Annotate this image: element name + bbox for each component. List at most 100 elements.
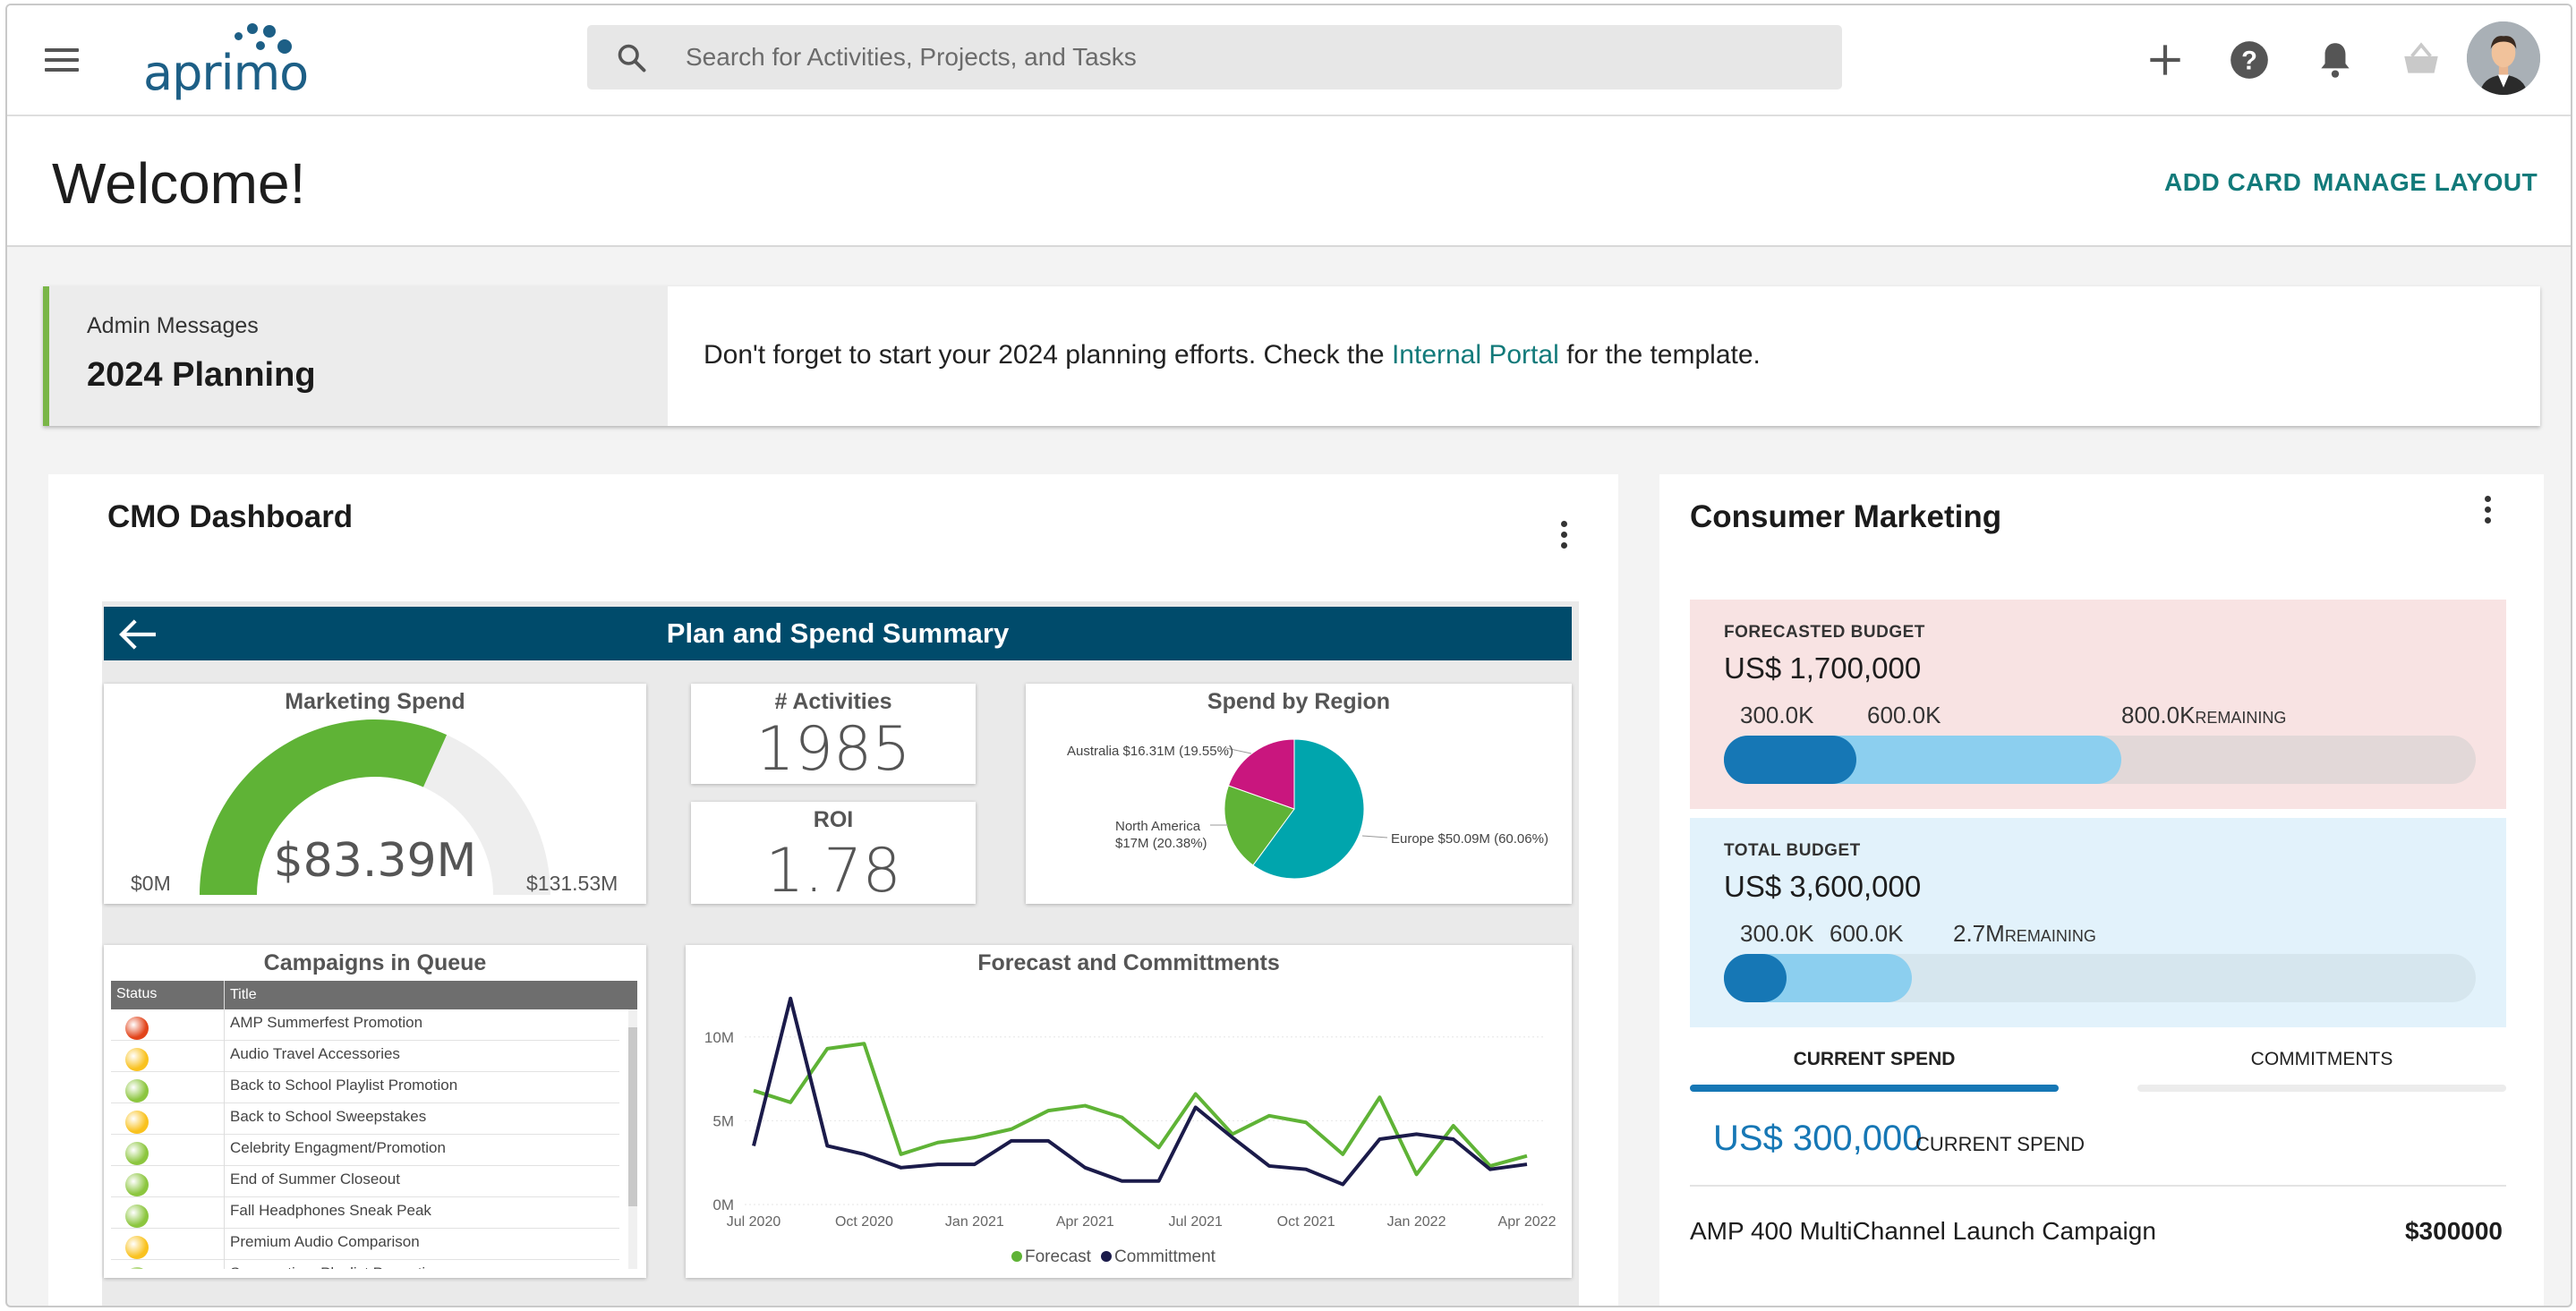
marketing-spend-tile[interactable]: Marketing Spend $83.39M $0M $131.53M (104, 684, 646, 904)
total-mark-3: 2.7MREMAINING (1953, 920, 2096, 948)
forecasted-budget-label: FORECASTED BUDGET (1724, 623, 1925, 642)
help-icon[interactable]: ? (2227, 38, 2272, 82)
status-yellow-icon (125, 1111, 149, 1134)
marketing-spend-value: $83.39M (273, 834, 477, 888)
search-input[interactable] (686, 38, 1804, 77)
table-row[interactable]: Audio Travel Accessories (111, 1041, 619, 1072)
y-tick-label: 5M (712, 1112, 734, 1129)
pie-label-na-line1: North America (1115, 819, 1201, 834)
top-bar: aprimo ? (7, 5, 2571, 116)
line-chart: 0M 5M 10M Jul 2020 Oct 2020 Jan 2021 Apr 2021 J… (704, 996, 1557, 1266)
campaign-title: Back to School Sweepstakes (224, 1103, 426, 1135)
status-green-icon (125, 1173, 149, 1196)
tab-indicator (2137, 1085, 2506, 1092)
table-row[interactable]: Back to School Playlist Promotion (111, 1072, 619, 1103)
table-row[interactable]: Fall Headphones Sneak Peak (111, 1197, 619, 1229)
pie-slice-europe[interactable] (1252, 738, 1365, 880)
table-row[interactable]: Summertime Playlist Promotion (111, 1260, 619, 1269)
total-current-bar (1724, 954, 1787, 1002)
logo-dot (256, 41, 265, 50)
table-row[interactable]: Celebrity Engagment/Promotion (111, 1135, 619, 1166)
pie-leader-line (1225, 747, 1252, 754)
roi-title: ROI (813, 807, 854, 832)
table-row[interactable]: AMP Summerfest Promotion (111, 1009, 619, 1041)
series-line-committment[interactable] (752, 996, 1528, 1187)
more-options-icon[interactable] (2481, 496, 2494, 528)
current-spend-amount: US$ 300,000 (1713, 1119, 1923, 1158)
campaigns-title: Campaigns in Queue (263, 950, 487, 975)
forecasted-remaining-value: 800.0K (2121, 702, 2196, 728)
campaign-title: Fall Headphones Sneak Peak (224, 1197, 431, 1229)
pie-slice-north-america[interactable] (1224, 785, 1295, 866)
manage-layout-button[interactable]: MANAGE LAYOUT (2313, 168, 2538, 196)
logo-dot (235, 32, 243, 40)
logo-dot (263, 25, 276, 38)
tab-commitments[interactable]: COMMITMENTS (2250, 1049, 2393, 1069)
column-title[interactable]: Title (224, 981, 257, 1009)
x-tick-label: Apr 2021 (1056, 1214, 1114, 1230)
campaigns-tile[interactable]: Campaigns in Queue Status Title AMP Summ… (104, 945, 646, 1278)
pie-leader-line (1361, 835, 1388, 839)
table-row[interactable]: End of Summer Closeout (111, 1166, 619, 1197)
admin-message-text: Don't forget to start your 2024 planning… (704, 340, 1761, 370)
pie-label-europe: Europe $50.09M (60.06%) (1391, 831, 1548, 847)
more-options-icon[interactable] (1557, 521, 1570, 553)
campaigns-table: Status Title AMP Summerfest Promotion Aud… (111, 981, 641, 1269)
x-tick-label: Jan 2021 (945, 1214, 1004, 1230)
status-green-icon (125, 1142, 149, 1165)
total-mark-1: 300.0K (1740, 920, 1814, 947)
forecast-chart-tile[interactable]: Forecast and Committments 0M 5M 10M Jul 202… (686, 945, 1572, 1278)
divider (1690, 1185, 2506, 1187)
forecasted-budget[interactable]: FORECASTED BUDGET US$ 1,700,000 300.0K 6… (1690, 600, 2506, 809)
campaign-title: Summertime Playlist Promotion (224, 1260, 442, 1269)
add-card-button[interactable]: ADD CARD (2164, 168, 2302, 196)
table-row[interactable]: Premium Audio Comparison (111, 1229, 619, 1260)
legend-marker (1101, 1251, 1112, 1262)
scrollbar[interactable] (628, 1009, 637, 1269)
tab-current-spend[interactable]: CURRENT SPEND (1793, 1049, 1956, 1069)
x-tick-label: Jul 2021 (1168, 1214, 1223, 1230)
roi-tile[interactable]: ROI 1.78 (691, 802, 976, 907)
menu-icon[interactable] (45, 48, 79, 75)
y-tick-label: 10M (704, 1029, 734, 1046)
campaign-title: AMP Summerfest Promotion (224, 1009, 422, 1041)
x-tick-label: Oct 2021 (1277, 1214, 1335, 1230)
table-row[interactable]: Back to School Sweepstakes (111, 1103, 619, 1135)
legend-label: Committment (1114, 1247, 1216, 1266)
spend-item-name[interactable]: AMP 400 MultiChannel Launch Campaign (1690, 1217, 2156, 1245)
campaign-title: Back to School Playlist Promotion (224, 1072, 457, 1103)
total-mark-2: 600.0K (1830, 920, 1904, 947)
internal-portal-link[interactable]: Internal Portal (1391, 340, 1559, 370)
activities-tile[interactable]: # Activities 1985 (691, 684, 976, 785)
marketing-spend-title: Marketing Spend (285, 689, 465, 714)
column-status[interactable]: Status (116, 986, 158, 1001)
x-tick-label: Apr 2022 (1498, 1214, 1557, 1230)
basket-icon[interactable] (2399, 38, 2444, 82)
spend-item-amount: $300000 (2404, 1217, 2503, 1245)
pie-slice-australia[interactable] (1227, 738, 1295, 810)
status-green-icon (125, 1267, 149, 1269)
pie-label-na-line2: $17M (20.38%) (1115, 836, 1207, 851)
current-spend-label: CURRENT SPEND (1915, 1133, 2086, 1155)
avatar[interactable] (2467, 21, 2540, 95)
scrollbar-thumb[interactable] (628, 1027, 637, 1206)
gauge-min-label: $0M (131, 872, 171, 895)
gauge-fill (200, 719, 448, 895)
plus-icon[interactable] (2143, 38, 2188, 82)
bell-icon[interactable] (2313, 38, 2358, 82)
aprimo-logo[interactable]: aprimo (141, 18, 320, 104)
spend-by-region-tile[interactable]: Spend by Region Australia $16.31M (19.55… (1026, 684, 1572, 904)
admin-message-after: for the template. (1558, 340, 1761, 370)
pie-chart (1210, 738, 1388, 880)
back-arrow-icon[interactable] (118, 617, 159, 651)
admin-messages-header: Admin Messages 2024 Planning (43, 286, 668, 426)
total-remaining-value: 2.7M (1953, 920, 2005, 947)
admin-messages-label: Admin Messages (87, 313, 259, 338)
page-title: Welcome! (52, 151, 306, 216)
search-bar[interactable] (587, 25, 1842, 89)
app-window: aprimo ? Welcome! ADD CARD MANAGE LAYOUT (5, 4, 2572, 1307)
total-progress-bar (1724, 954, 2476, 1002)
report-title: Plan and Spend Summary (666, 617, 1010, 649)
total-budget[interactable]: TOTAL BUDGET US$ 3,600,000 300.0K 600.0K… (1690, 818, 2506, 1027)
forecasted-mark-2: 600.0K (1867, 702, 1941, 728)
